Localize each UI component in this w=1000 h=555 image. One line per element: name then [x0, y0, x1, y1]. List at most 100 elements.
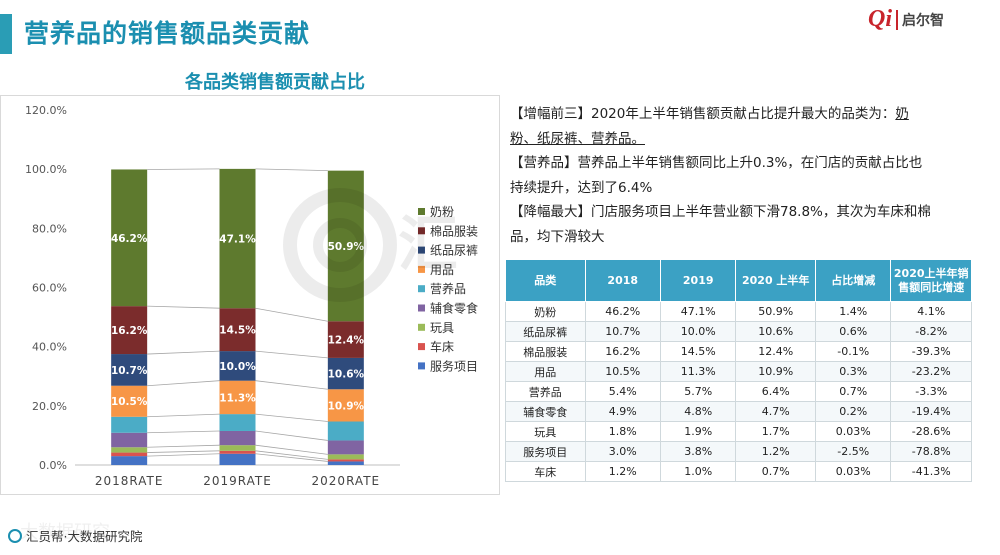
note-1-text: 2020年上半年销售额贡献占比提升最大的品类为： — [591, 106, 896, 122]
legend-swatch — [418, 285, 425, 293]
bar-segment — [111, 447, 148, 453]
bar-segment — [219, 430, 256, 446]
legend-label: 玩具 — [430, 321, 454, 335]
table-row: 服务项目 3.0% 3.8% 1.2% -2.5% -78.8% — [505, 441, 972, 462]
table-cell: 0.03% — [814, 461, 892, 482]
table-header-cell: 2020 上半年 — [735, 259, 816, 302]
footer: 汇员帮·大数据研究院 — [8, 526, 142, 545]
legend-swatch — [418, 246, 425, 254]
table-cell: 0.3% — [814, 361, 892, 382]
table-cell: 5.4% — [584, 381, 661, 402]
brand-logo: Qi 启尔智 — [868, 6, 944, 33]
bar-segment — [327, 461, 364, 465]
bar-segment — [327, 459, 364, 462]
table-cell: 46.2% — [584, 301, 661, 322]
y-tick-label: 120.0% — [25, 104, 67, 117]
y-tick-label: 40.0% — [32, 341, 67, 354]
table-cell: 47.1% — [659, 301, 737, 322]
bar-segment — [327, 440, 364, 455]
series-connector-line — [147, 413, 220, 418]
bar-segment — [219, 453, 256, 465]
data-label: 12.4% — [328, 335, 365, 347]
series-connector-line — [147, 430, 220, 434]
table-row: 玩具 1.8% 1.9% 1.7% 0.03% -28.6% — [505, 421, 972, 442]
series-connector-line — [255, 453, 328, 462]
table-cell: 4.9% — [584, 401, 661, 422]
legend-label: 车床 — [430, 339, 454, 354]
table-cell: 1.2% — [735, 441, 816, 462]
note-2-text: 营养品上半年销售额同比上升0.3%，在门店的贡献占比也持续提升，达到了6.4% — [510, 155, 923, 196]
series-connector-line — [147, 350, 220, 355]
bar-segment — [219, 450, 256, 454]
table-cell: -78.8% — [890, 441, 972, 462]
series-connector-line — [147, 305, 220, 309]
table-cell: 10.7% — [584, 321, 661, 342]
table-row: 辅食零食 4.9% 4.8% 4.7% 0.2% -19.4% — [505, 401, 972, 422]
legend-swatch — [418, 343, 425, 351]
table-cell: 11.3% — [659, 361, 737, 382]
table-cell: 10.9% — [735, 361, 816, 382]
data-label: 10.6% — [328, 369, 365, 381]
bar-segment — [219, 168, 256, 309]
table-cell: 0.6% — [814, 321, 892, 342]
table-cell: 10.0% — [659, 321, 737, 342]
series-connector-line — [255, 413, 328, 422]
series-connector-line — [255, 307, 328, 322]
table-cell: -3.3% — [890, 381, 972, 402]
data-label: 10.7% — [111, 365, 148, 377]
series-connector-line — [255, 430, 328, 441]
table-cell: -39.3% — [890, 341, 972, 362]
series-connector-line — [147, 444, 220, 448]
legend-label: 营养品 — [430, 281, 466, 296]
series-connector-line — [255, 350, 328, 359]
legend-swatch — [418, 362, 425, 370]
data-label: 50.9% — [328, 241, 365, 253]
table-header-row: 品类 2018 2019 2020 上半年 占比增减 2020上半年销售额同比增… — [505, 259, 972, 302]
table-cell: 10.5% — [584, 361, 661, 382]
table-cell: 50.9% — [735, 301, 816, 322]
series-connector-line — [255, 444, 328, 455]
table-cell: 3.8% — [659, 441, 737, 462]
table-cell: 1.8% — [584, 421, 661, 442]
title-accent-bar — [0, 14, 12, 54]
table-cell: 0.03% — [814, 421, 892, 442]
bar-segment — [111, 306, 148, 355]
bar-segment — [327, 421, 364, 441]
legend-label: 纸品尿裤 — [430, 244, 478, 258]
series-connector-line — [255, 168, 328, 172]
data-label: 10.5% — [111, 396, 148, 408]
table-row: 用品 10.5% 11.3% 10.9% 0.3% -23.2% — [505, 361, 972, 382]
note-2-tag: 【营养品】 — [510, 155, 578, 171]
table-row: 营养品 5.4% 5.7% 6.4% 0.7% -3.3% — [505, 381, 972, 402]
page-title: 营养品的销售额品类贡献 — [24, 19, 311, 48]
table-row: 棉品服装 16.2% 14.5% 12.4% -0.1% -39.3% — [505, 341, 972, 362]
series-connector-line — [147, 168, 220, 170]
table-cell: -0.1% — [814, 341, 892, 362]
bar-segment — [111, 354, 148, 386]
chart-frame — [0, 95, 500, 495]
table-cell: 5.7% — [659, 381, 737, 402]
table-cell: 服务项目 — [505, 441, 586, 462]
table-header-cell: 2018 — [584, 259, 661, 302]
note-1-underlined: 奶粉、纸尿裤、营养品。 — [510, 106, 909, 147]
legend-swatch — [418, 265, 425, 273]
table-cell: -19.4% — [890, 401, 972, 422]
table-cell: 奶粉 — [505, 301, 586, 322]
table-cell: 车床 — [505, 461, 586, 482]
table-cell: 4.1% — [890, 301, 972, 322]
bar-segment — [111, 452, 148, 457]
bar-segment — [111, 456, 148, 465]
table-header-cell: 品类 — [505, 259, 586, 302]
table-body: 奶粉 46.2% 47.1% 50.9% 1.4% 4.1% 纸品尿裤 10.7% 10.0% 1… — [505, 301, 972, 482]
stacked-bar-chart: 0.0% 20.0% 40.0% 60.0% 80.0% 100.0% 120.0% 10.5… — [0, 95, 500, 495]
table-cell: 营养品 — [505, 381, 586, 402]
table-cell: -23.2% — [890, 361, 972, 382]
legend-label: 服务项目 — [430, 358, 478, 373]
legend-swatch — [418, 227, 425, 235]
series-connector-line — [255, 450, 328, 460]
y-tick-label: 0.0% — [39, 459, 67, 472]
table-cell: 棉品服装 — [505, 341, 586, 362]
data-label: 16.2% — [111, 325, 148, 337]
brand-mark: Qi — [868, 6, 892, 32]
data-label: 10.9% — [328, 400, 365, 412]
